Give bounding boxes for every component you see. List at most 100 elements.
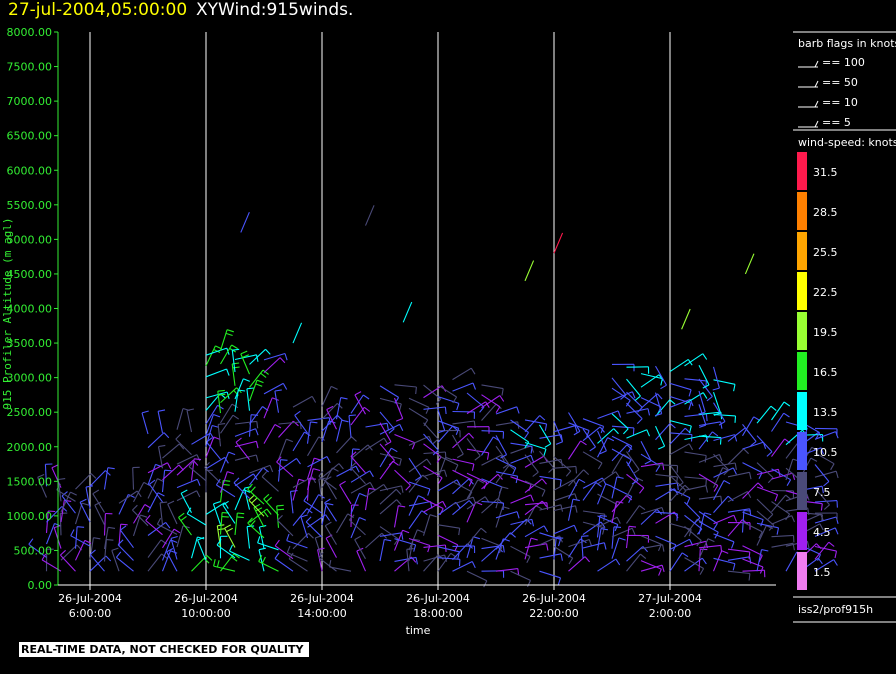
barb-staff bbox=[698, 404, 707, 426]
wind-barb bbox=[698, 511, 718, 530]
barb-flag bbox=[341, 419, 349, 423]
wind-barb bbox=[510, 442, 533, 454]
barb-flag bbox=[713, 523, 718, 530]
wind-barb bbox=[669, 552, 689, 572]
barb-flag bbox=[260, 372, 267, 378]
wind-barb bbox=[567, 498, 580, 521]
barb-flag bbox=[560, 553, 563, 561]
barb-staff bbox=[356, 550, 367, 572]
barb-staff bbox=[176, 459, 194, 476]
wind-barb bbox=[393, 397, 404, 422]
barb-flag bbox=[311, 476, 317, 484]
wind-barb bbox=[684, 557, 705, 575]
wind-barb bbox=[756, 510, 775, 531]
wind-barb bbox=[814, 470, 839, 479]
wind-barb bbox=[742, 521, 763, 539]
barb-flag bbox=[262, 369, 269, 375]
barb-staff bbox=[756, 498, 774, 515]
barb-staff bbox=[481, 403, 497, 421]
wind-barb bbox=[408, 458, 432, 473]
barb-staff bbox=[553, 465, 576, 469]
barb-staff bbox=[742, 521, 763, 533]
barb-flag bbox=[559, 535, 563, 543]
barb-staff bbox=[582, 521, 605, 529]
wind-barb bbox=[597, 471, 621, 485]
barb-staff bbox=[423, 498, 444, 509]
barb-flag bbox=[720, 496, 723, 504]
barb-flag bbox=[530, 446, 533, 454]
wind-barb bbox=[350, 470, 374, 483]
barb-flag bbox=[384, 441, 392, 446]
wind-barb bbox=[422, 514, 437, 536]
barb-flag bbox=[688, 389, 692, 397]
wind-barb bbox=[248, 379, 264, 402]
barb-flag bbox=[512, 467, 517, 475]
wind-barb bbox=[539, 424, 552, 448]
barb-staff bbox=[44, 464, 48, 487]
wind-barb bbox=[437, 420, 460, 435]
wind-barb bbox=[44, 463, 53, 487]
barb-staff bbox=[148, 483, 163, 503]
wind-barb bbox=[597, 410, 622, 420]
barb-flag bbox=[60, 549, 66, 556]
barb-flag bbox=[806, 541, 810, 549]
barb-staff bbox=[814, 516, 837, 524]
barb-flag bbox=[502, 545, 505, 553]
barb-staff bbox=[684, 434, 707, 441]
barb-staff bbox=[452, 420, 475, 425]
colorbar-label: 10.5 bbox=[813, 446, 838, 459]
barb-staff bbox=[481, 546, 499, 562]
barb-flag bbox=[760, 519, 764, 527]
wind-barb bbox=[510, 454, 535, 464]
barb-staff bbox=[727, 491, 748, 503]
barb-flag bbox=[500, 454, 507, 459]
wind-barb bbox=[213, 559, 236, 572]
barb-staff bbox=[274, 558, 294, 572]
barb-staff bbox=[684, 476, 707, 480]
barb-staff bbox=[147, 539, 162, 558]
wind-barb bbox=[234, 428, 259, 437]
barb-staff bbox=[59, 513, 62, 536]
barb-flag bbox=[776, 527, 780, 535]
barb-staff bbox=[276, 505, 280, 528]
barb-flag bbox=[196, 479, 201, 486]
barb-flag bbox=[530, 455, 535, 462]
barb-flag bbox=[750, 441, 757, 447]
barb-staff bbox=[263, 498, 279, 516]
wind-barb bbox=[219, 471, 235, 493]
wind-barb bbox=[118, 490, 142, 504]
wind-barb bbox=[132, 504, 149, 527]
colorbar-swatch bbox=[797, 472, 807, 510]
barb-flag bbox=[128, 494, 135, 498]
barb-staff bbox=[178, 517, 192, 536]
wind-barb bbox=[756, 498, 774, 520]
wind-barb bbox=[246, 387, 254, 411]
wind-barb bbox=[452, 561, 476, 572]
wind-barb bbox=[350, 394, 370, 414]
barb-flag bbox=[705, 413, 708, 422]
wind-barb bbox=[452, 469, 473, 487]
wind-barb bbox=[231, 362, 240, 386]
barb-flag bbox=[120, 525, 127, 531]
barb-staff bbox=[611, 387, 631, 401]
wind-barb bbox=[379, 411, 395, 434]
barb-flag bbox=[584, 556, 591, 563]
wind-barb bbox=[495, 486, 509, 509]
wind-barb bbox=[698, 378, 713, 402]
barb-flag bbox=[783, 401, 791, 407]
barb-staff bbox=[161, 470, 166, 493]
barb-staff bbox=[524, 441, 547, 450]
barb-flag bbox=[743, 448, 749, 455]
barb-staff bbox=[814, 464, 830, 482]
barb-staff bbox=[339, 484, 352, 505]
wind-barb bbox=[274, 389, 282, 413]
y-tick-label: 2000.00 bbox=[7, 441, 53, 454]
y-tick-label: 6000.00 bbox=[7, 164, 53, 177]
barb-flag bbox=[437, 430, 445, 434]
barb-flag bbox=[634, 395, 641, 401]
barb-flag bbox=[288, 552, 294, 560]
barb-flag bbox=[48, 510, 56, 513]
wind-barb bbox=[278, 420, 299, 438]
barb-flag bbox=[628, 496, 633, 504]
wind-barb bbox=[115, 551, 134, 572]
